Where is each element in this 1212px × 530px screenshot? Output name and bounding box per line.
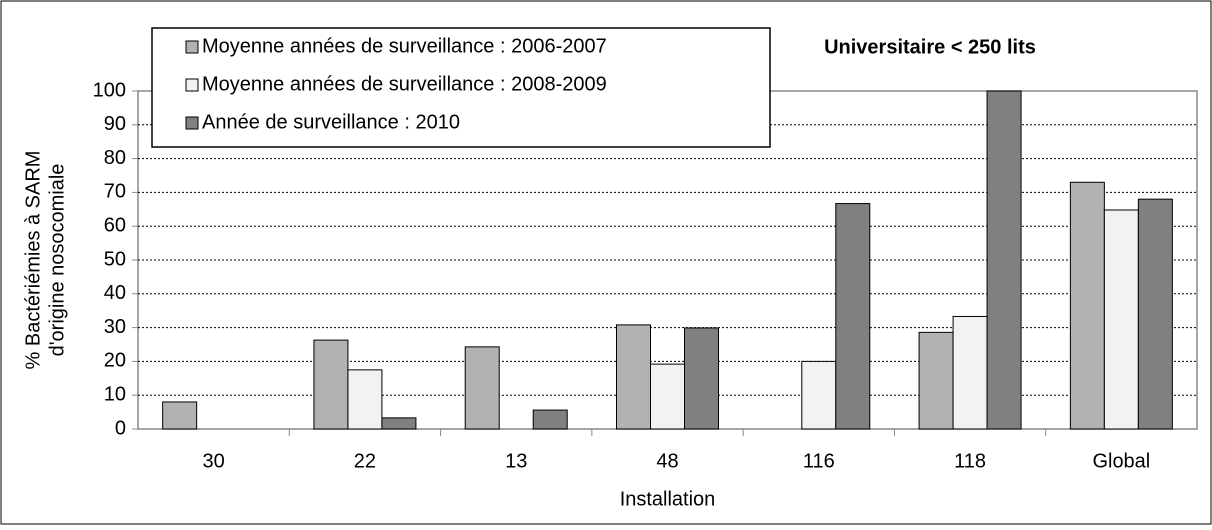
y-axis-title: d'origine nosocomiale — [46, 164, 68, 357]
y-tick-label: 100 — [93, 79, 126, 101]
bar — [918, 331, 954, 430]
bar — [684, 327, 719, 430]
y-tick-label: 90 — [104, 113, 126, 135]
legend-swatch — [185, 40, 199, 54]
bar — [532, 409, 568, 430]
bar — [347, 369, 383, 430]
y-tick-label: 80 — [104, 147, 126, 169]
y-tick-label: 30 — [104, 316, 126, 338]
y-tick-label: 50 — [104, 248, 126, 270]
bar — [162, 401, 198, 430]
y-axis-title: % Bactériémies à SARM — [22, 151, 44, 370]
legend-label: Année de surveillance : 2010 — [202, 111, 460, 133]
y-tick-label: 60 — [104, 214, 126, 236]
bar — [801, 360, 837, 430]
bar — [952, 315, 988, 430]
bar — [1069, 181, 1105, 430]
bar — [464, 346, 500, 430]
y-tick-label: 70 — [104, 181, 126, 203]
legend-label: Moyenne années de surveillance : 2006-20… — [202, 35, 607, 57]
x-axis-title: Installation — [620, 488, 716, 510]
bar — [1103, 209, 1139, 430]
x-tick-label: 22 — [354, 450, 376, 472]
bar — [313, 339, 349, 430]
legend-swatch — [185, 78, 199, 92]
x-tick-label: 13 — [505, 450, 527, 472]
bar — [1137, 198, 1173, 430]
x-tick-label: 116 — [803, 450, 835, 472]
bar — [986, 90, 1022, 430]
bar — [650, 363, 685, 430]
bar — [381, 417, 417, 430]
x-tick-label: 48 — [656, 450, 678, 472]
bar — [835, 203, 871, 430]
x-tick-label: 30 — [203, 450, 225, 472]
x-tick-label: Global — [1092, 450, 1150, 472]
bar — [616, 324, 651, 430]
chart-title: Universitaire < 250 lits — [824, 36, 1036, 58]
y-tick-label: 0 — [115, 417, 126, 439]
y-tick-label: 40 — [104, 282, 126, 304]
x-tick-label: 118 — [954, 450, 986, 472]
y-tick-label: 20 — [104, 350, 126, 372]
y-tick-label: 10 — [104, 383, 126, 405]
legend-swatch — [185, 116, 199, 130]
legend-label: Moyenne années de surveillance : 2008-20… — [202, 73, 607, 95]
legend — [151, 27, 771, 148]
